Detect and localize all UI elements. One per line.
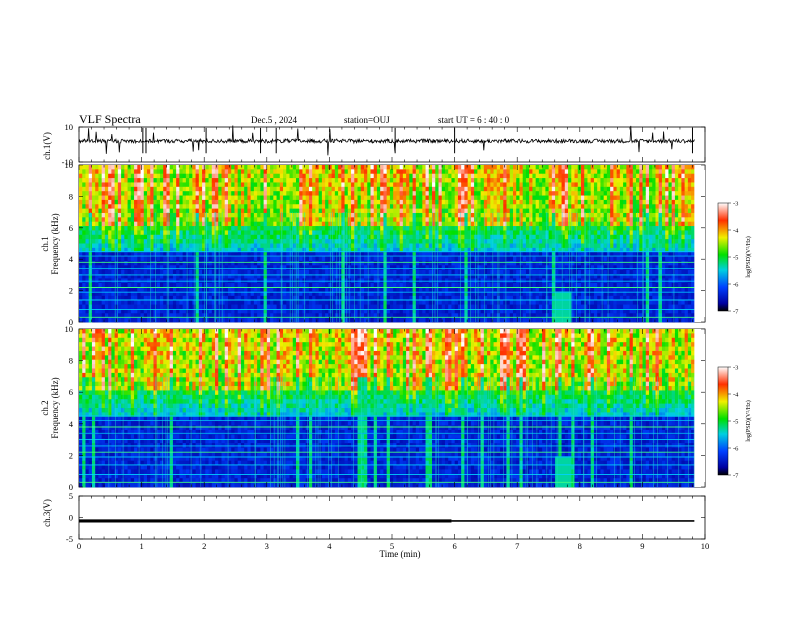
ch2-spectrogram-ylabel-channel: ch.2 xyxy=(40,400,50,415)
y-tick-label: -5 xyxy=(66,534,73,544)
panel-waveform-ch3 xyxy=(79,496,705,539)
y-tick-label: 5 xyxy=(69,491,73,501)
colorbar-ch2: -3 -4 -5 -6 -7 log(PSD)(V²/Hz) xyxy=(718,365,752,480)
x-tick-label: 0 xyxy=(77,541,81,551)
y-tick-label: 8 xyxy=(69,191,73,201)
y-tick-label: 10 xyxy=(65,324,74,334)
colorbar-ch2-label: log(PSD)(V²/Hz) xyxy=(745,400,752,441)
y-tick-label: 6 xyxy=(69,223,73,233)
y-tick-label: 0 xyxy=(69,513,73,523)
spectrogram-ch2-image xyxy=(79,329,705,487)
colorbar-ch1-scale xyxy=(718,203,728,311)
ch2-spectrogram-ylabel-freq: Frequency (kHz) xyxy=(50,377,60,438)
y-tick-label: 6 xyxy=(69,387,73,397)
y-tick-label: 8 xyxy=(69,356,73,366)
waveform-ch1-trace xyxy=(79,126,694,156)
spectrogram-ch1-image xyxy=(79,165,705,322)
date-label: Dec.5 , 2024 xyxy=(251,115,297,125)
colorbar-ch2-scale xyxy=(718,367,728,475)
x-tick-label: 4 xyxy=(327,541,332,551)
y-tick-label: 4 xyxy=(69,419,74,429)
x-tick-label: 2 xyxy=(202,541,206,551)
x-tick-label: 7 xyxy=(515,541,519,551)
station-label: station=OUJ xyxy=(344,115,390,125)
colorbar-tick-label: -5 xyxy=(733,419,738,426)
x-tick-label: 6 xyxy=(452,541,456,551)
x-tick-label: 8 xyxy=(578,541,582,551)
start-time-label: start UT = 6 : 40 : 0 xyxy=(438,115,510,125)
colorbar-tick-label: -5 xyxy=(733,255,738,262)
y-tick-label: 10 xyxy=(65,122,74,132)
colorbar-ch1-ticks: -3 -4 -5 -6 -7 xyxy=(728,201,739,316)
x-tick-label: 10 xyxy=(701,541,710,551)
x-tick-label: 1 xyxy=(139,541,143,551)
colorbar-ch2-ticks: -3 -4 -5 -6 -7 xyxy=(728,365,739,480)
colorbar-tick-label: -3 xyxy=(733,201,738,208)
colorbar-tick-label: -6 xyxy=(733,282,739,289)
colorbar-tick-label: -4 xyxy=(733,392,739,399)
colorbar-tick-label: -7 xyxy=(733,309,739,316)
ch1-waveform-ylabel: ch.1(V) xyxy=(42,132,52,160)
colorbar-tick-label: -4 xyxy=(733,228,739,235)
ch1-spectrogram-ylabel-channel: ch.1 xyxy=(40,236,50,251)
y-tick-label: 10 xyxy=(65,160,74,170)
x-tick-label: 9 xyxy=(640,541,644,551)
colorbar-ch1: -3 -4 -5 -6 -7 log(PSD)(V²/Hz) xyxy=(718,201,752,316)
panel-waveform-ch1 xyxy=(79,127,705,162)
colorbar-ch1-label: log(PSD)(V²/Hz) xyxy=(745,236,752,277)
y-tick-label: 2 xyxy=(69,286,73,296)
x-axis-label: Time (min) xyxy=(380,549,421,559)
y-tick-label: 2 xyxy=(69,450,73,460)
ch1-spectrogram-ylabel-freq: Frequency (kHz) xyxy=(50,213,60,274)
x-tick-label: 3 xyxy=(265,541,269,551)
y-tick-label: 4 xyxy=(69,254,74,264)
colorbar-tick-label: -7 xyxy=(733,473,739,480)
figure-title: VLF Spectra xyxy=(79,112,141,126)
colorbar-tick-label: -6 xyxy=(733,446,739,453)
ch3-waveform-ylabel: ch.3(V) xyxy=(42,499,52,527)
colorbar-tick-label: -3 xyxy=(733,365,738,372)
